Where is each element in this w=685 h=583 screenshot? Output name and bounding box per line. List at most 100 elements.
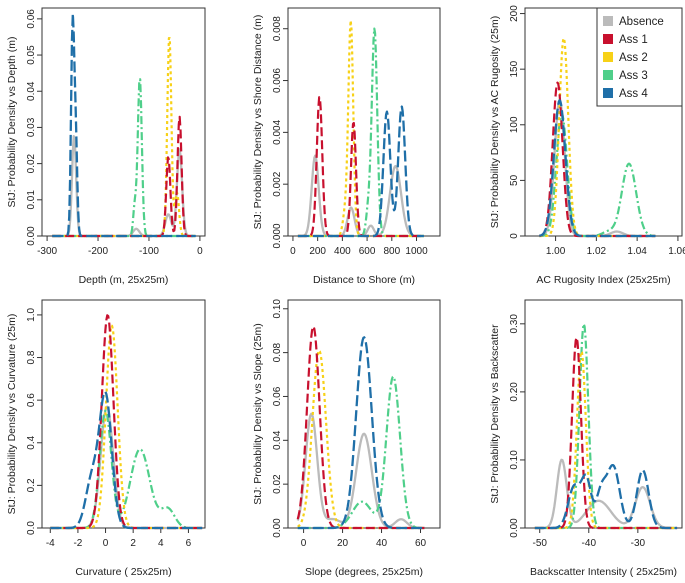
- y-axis-label: StJ: Probability Density vs AC Rugosity …: [489, 16, 501, 228]
- legend-swatch: [603, 88, 613, 98]
- y-tick-label: 0.000: [272, 223, 283, 248]
- x-axis-label: Depth (m, 25x25m): [79, 274, 169, 286]
- x-axis-label: Slope (degrees, 25x25m): [305, 566, 423, 578]
- plot-frame: [524, 299, 683, 529]
- x-axis-label: Backscatter Intensity ( 25x25m): [530, 566, 677, 578]
- series-absence: [296, 412, 425, 530]
- y-tick-label: 1.0: [26, 308, 37, 322]
- panel-3: 1.00 1.02 1.04 1.06 0 50 100 150 200 AC Rugosity …: [489, 5, 685, 286]
- x-tick-label: 0: [103, 538, 109, 549]
- legend-swatch: [603, 16, 613, 26]
- legend-label: Ass 1: [619, 34, 648, 46]
- series-ass-4: [534, 463, 678, 530]
- panel-6: -50 -40 -30 0.00 0.10 0.20 0.30 Backscatter Int…: [489, 299, 683, 578]
- series-absence: [50, 405, 203, 530]
- x-axis-label: Curvature ( 25x25m): [75, 566, 171, 578]
- x-tick-label: 400: [334, 246, 351, 257]
- y-tick-label: 0.10: [272, 299, 283, 319]
- legend-swatch: [603, 34, 613, 44]
- x-tick-label: 60: [415, 538, 427, 549]
- y-tick-label: 0.4: [26, 435, 37, 449]
- series-ass-1: [534, 336, 678, 530]
- x-tick-label: 4: [158, 538, 164, 549]
- y-axis-label: StJ: Probability Density vs Backscatter: [489, 324, 501, 504]
- y-tick-label: 0.008: [272, 16, 283, 41]
- y-tick-label: 0.03: [26, 117, 37, 137]
- x-tick-label: 20: [337, 538, 349, 549]
- x-tick-label: -300: [37, 246, 57, 257]
- y-axis-label: StJ: Probability Density vs Shore Distan…: [252, 15, 264, 230]
- y-tick-label: 0.06: [272, 386, 283, 406]
- y-tick-label: 0.002: [272, 171, 283, 196]
- series-ass-1: [297, 96, 425, 238]
- x-tick-label: 1000: [405, 246, 428, 257]
- y-tick-label: 0.05: [26, 45, 37, 65]
- series-ass-4: [538, 99, 656, 238]
- y-tick-label: 0.004: [272, 119, 283, 144]
- panel-4: -4 -2 0 2 4 6 0.0 0.2 0.4 0.6 0.8 1.0 Curvature ( 25…: [6, 299, 206, 578]
- series-ass-4: [297, 105, 425, 238]
- x-tick-label: 1.04: [627, 246, 647, 257]
- x-tick-label: 40: [376, 538, 388, 549]
- y-tick-label: 0.04: [272, 430, 283, 450]
- legend-label: Ass 4: [619, 88, 648, 100]
- series-ass-1: [50, 314, 203, 530]
- y-tick-label: 0.20: [509, 382, 520, 402]
- y-tick-label: 50: [509, 174, 520, 186]
- x-tick-label: 1.06: [668, 246, 685, 257]
- y-tick-label: 0: [509, 233, 520, 239]
- y-tick-label: 100: [509, 116, 520, 133]
- y-tick-label: 0.00: [272, 518, 283, 538]
- x-tick-label: -100: [139, 246, 159, 257]
- legend-swatch: [603, 70, 613, 80]
- x-tick-label: -30: [631, 538, 646, 549]
- series-ass-4: [297, 336, 425, 530]
- x-tick-label: -200: [88, 246, 108, 257]
- series-ass-1: [538, 81, 656, 238]
- plot-frame: [287, 299, 441, 529]
- y-tick-label: 0.01: [26, 190, 37, 210]
- x-tick-label: -2: [73, 538, 82, 549]
- x-tick-label: 6: [186, 538, 192, 549]
- x-axis-label: Distance to Shore (m): [313, 274, 415, 286]
- legend: Absence Ass 1 Ass 2 Ass 3 Ass 4: [596, 7, 683, 107]
- x-tick-label: 800: [383, 246, 400, 257]
- x-tick-label: -40: [582, 538, 597, 549]
- series-absence: [538, 99, 656, 238]
- x-tick-label: 0: [197, 246, 203, 257]
- series-ass-4: [50, 390, 203, 530]
- series-ass-3: [538, 112, 656, 238]
- legend-label: Absence: [619, 16, 664, 28]
- y-tick-label: 0.08: [272, 342, 283, 362]
- y-tick-label: 0.2: [26, 478, 37, 492]
- series-absence: [534, 458, 678, 530]
- x-tick-label: 200: [309, 246, 326, 257]
- y-tick-label: 200: [509, 5, 520, 22]
- y-tick-label: 0.02: [26, 153, 37, 173]
- y-tick-label: 0.0: [26, 521, 37, 535]
- y-tick-label: 0.006: [272, 68, 283, 93]
- y-tick-label: 0.8: [26, 350, 37, 364]
- x-tick-label: -4: [46, 538, 55, 549]
- y-axis-label: StJ: Probability Density vs Curvature (2…: [6, 314, 18, 515]
- x-tick-label: 1.02: [587, 246, 607, 257]
- y-tick-label: 0.00: [509, 518, 520, 538]
- panel-5: 0 20 40 60 0.00 0.02 0.04 0.06 0.08 0.10 Slope (de…: [252, 299, 441, 578]
- y-tick-label: 0.06: [26, 9, 37, 29]
- panel-1: -300 -200 -100 0 0.00 0.01 0.02 0.03 0.04 0.05 0.0…: [6, 7, 206, 286]
- series-ass-2: [50, 324, 203, 530]
- series-ass-3: [50, 409, 203, 530]
- y-tick-label: 0.10: [509, 450, 520, 470]
- x-tick-label: 2: [130, 538, 136, 549]
- legend-swatch: [603, 52, 613, 62]
- legend-label: Ass 2: [619, 52, 648, 64]
- y-axis-label: StJ: Probability Density vs Slope (25m): [252, 323, 264, 504]
- series-ass-1: [296, 325, 425, 530]
- x-tick-label: 600: [359, 246, 376, 257]
- y-tick-label: 150: [509, 60, 520, 77]
- y-axis-label: StJ: Probability Density vs Depth (m): [6, 37, 18, 208]
- y-tick-label: 0.04: [26, 81, 37, 101]
- y-tick-label: 0.02: [272, 474, 283, 494]
- x-tick-label: 0: [290, 246, 296, 257]
